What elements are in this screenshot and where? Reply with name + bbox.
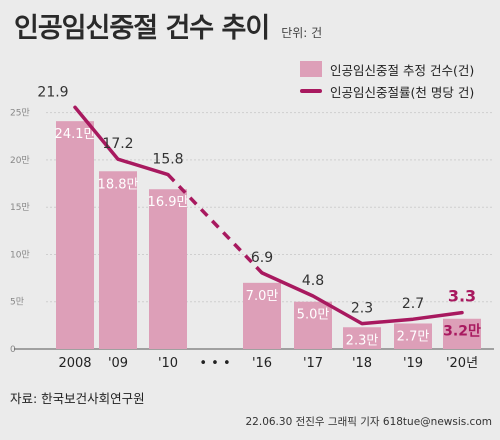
bar-value-label: 18.8만 — [98, 177, 139, 192]
y-tick-label: 10만 — [10, 249, 30, 260]
chart-header: 인공임신중절 건수 추이 단위: 건 — [14, 6, 322, 45]
y-tick-label: 5만 — [10, 297, 24, 308]
x-tick-label: '19 — [403, 356, 423, 371]
x-tick-label: 2008 — [58, 356, 91, 371]
bar-value-label: 2.3만 — [346, 333, 379, 348]
source-note: 자료: 한국보건사회연구원 — [10, 391, 145, 406]
bar — [394, 323, 432, 349]
y-tick-label: 0 — [10, 345, 16, 355]
line-value-label: 15.8 — [152, 152, 183, 168]
series-line-segment — [260, 271, 464, 326]
line-value-label: 2.3 — [351, 301, 373, 317]
bar — [443, 318, 481, 349]
chart-title: 인공임신중절 건수 추이 — [14, 13, 270, 44]
bar — [56, 121, 94, 350]
unit-label: 단위: 건 — [281, 26, 323, 40]
bar-value-label: 5.0만 — [297, 308, 330, 323]
x-tick-label: '10 — [158, 356, 178, 371]
y-tick-label: 20만 — [10, 155, 30, 166]
series-line-dashed-segment — [166, 173, 264, 275]
legend-item-line: 인공임신중절률(천 명당 건) — [300, 80, 474, 102]
bar — [343, 327, 381, 349]
legend-line-swatch — [300, 89, 322, 93]
bar-value-label: 3.2만 — [443, 324, 481, 340]
bar-value-label: 24.1만 — [55, 127, 96, 142]
bar-value-label: 7.0만 — [246, 289, 279, 304]
line-value-label: 17.2 — [102, 136, 133, 152]
line-value-label: 2.7 — [402, 296, 424, 312]
legend-line-label: 인공임신중절률(천 명당 건) — [330, 84, 475, 100]
line-value-label: 21.9 — [37, 84, 68, 100]
bar-value-label: 16.9만 — [148, 195, 189, 210]
bar — [294, 301, 332, 349]
bar — [149, 189, 187, 349]
credit-note: 22.06.30 전진우 그래픽 기자 618tue@newsis.com — [245, 416, 493, 428]
x-tick-label: '18 — [352, 356, 372, 371]
legend-bar-label: 인공임신중절 추정 건수(건) — [330, 62, 475, 78]
x-tick-label: '17 — [303, 356, 323, 371]
legend-bar-swatch — [300, 61, 322, 77]
series-line-segment — [73, 105, 170, 177]
legend-item-bars: 인공임신중절 추정 건수(건) — [300, 58, 474, 80]
x-tick-label: '20년 — [446, 356, 478, 371]
bar — [243, 282, 281, 349]
x-tick-label: '16 — [252, 356, 272, 371]
line-value-label: 6.9 — [251, 250, 273, 266]
legend: 인공임신중절 추정 건수(건) 인공임신중절률(천 명당 건) — [300, 58, 474, 102]
y-tick-label: 15만 — [10, 202, 30, 213]
bar — [99, 171, 137, 349]
x-tick-label: '09 — [108, 356, 128, 371]
line-value-label: 3.3 — [448, 287, 476, 306]
gap-marker: • • • — [199, 356, 230, 371]
line-value-label: 4.8 — [302, 273, 324, 289]
bar-value-label: 2.7만 — [397, 329, 430, 344]
y-tick-label: 25만 — [10, 108, 30, 119]
